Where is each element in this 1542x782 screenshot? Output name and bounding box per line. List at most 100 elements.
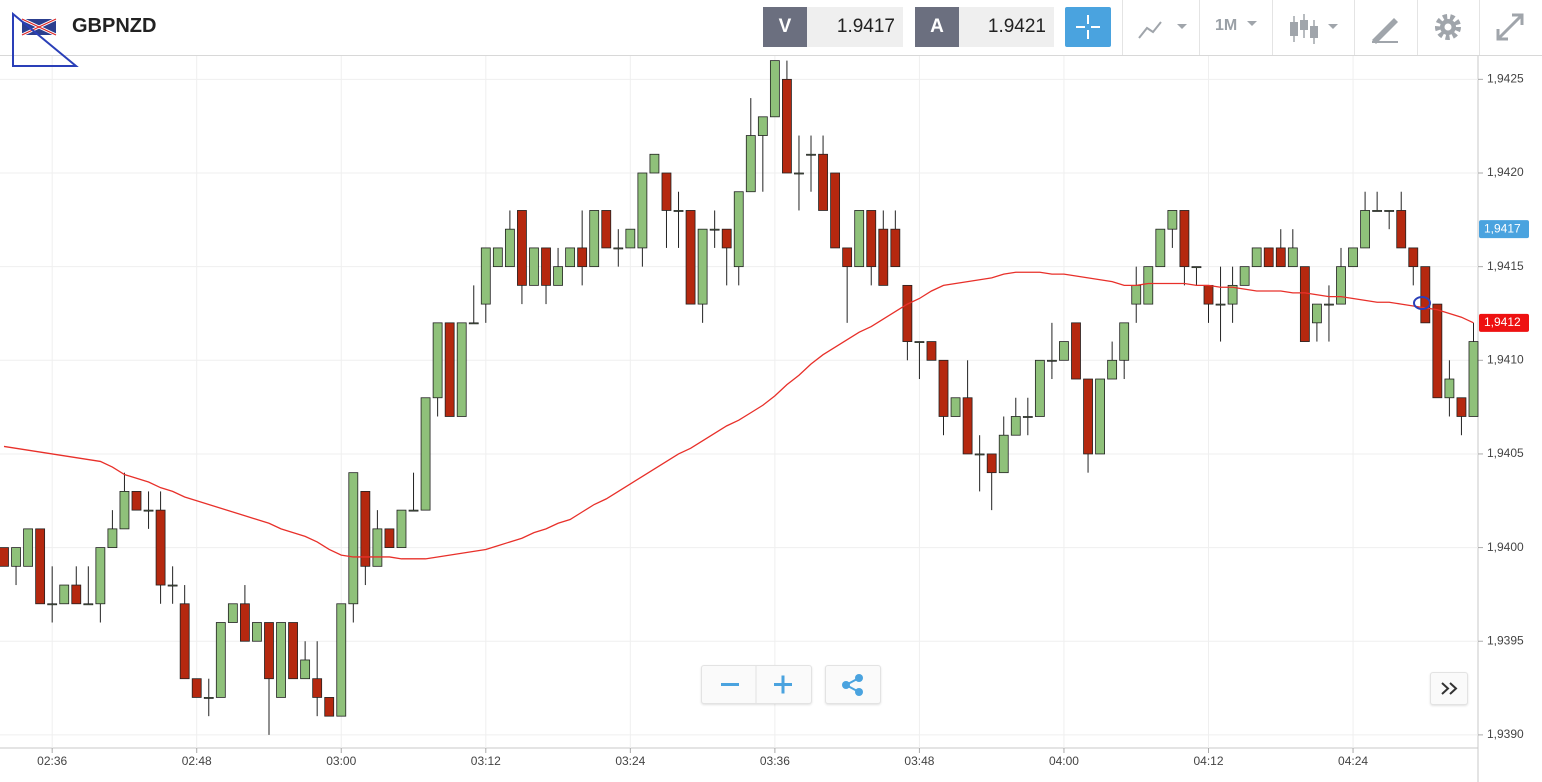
candle-body xyxy=(131,491,142,511)
candle-body xyxy=(444,322,455,417)
candle-body xyxy=(1384,210,1395,212)
candle-body xyxy=(1143,266,1154,305)
x-tick-label: 03:36 xyxy=(760,754,790,768)
candle-body xyxy=(565,247,576,268)
candle-body xyxy=(1396,210,1407,249)
price-tag xyxy=(1479,313,1529,332)
y-tick-label: 1,9390 xyxy=(1487,727,1524,741)
crosshair-button[interactable] xyxy=(1065,7,1111,47)
caret xyxy=(1177,24,1187,29)
candle-body xyxy=(962,397,973,455)
candle-body xyxy=(685,210,696,305)
candle-body xyxy=(107,528,118,548)
candle-body xyxy=(1360,210,1370,249)
x-tick-label: 04:12 xyxy=(1193,754,1223,768)
candle-body xyxy=(1059,341,1069,361)
candle-body xyxy=(95,547,106,605)
candle-body xyxy=(1179,210,1190,268)
candle-body xyxy=(938,359,949,417)
candle-body xyxy=(480,247,491,305)
candle-body xyxy=(782,78,792,174)
share-button[interactable] xyxy=(825,665,881,704)
candle-body xyxy=(950,397,961,417)
candle-body xyxy=(1444,378,1455,399)
buy-label[interactable]: A xyxy=(915,7,959,47)
candle-body xyxy=(167,584,178,587)
candle-body xyxy=(1312,303,1322,324)
y-tick-label: 1,9425 xyxy=(1487,72,1524,86)
candle-body xyxy=(492,247,503,268)
buy-price[interactable]: 1.9421 xyxy=(959,7,1054,47)
separator xyxy=(1417,0,1418,55)
fullscreen-button[interactable] xyxy=(1494,11,1528,45)
separator xyxy=(1354,0,1355,55)
candle-body xyxy=(300,659,311,680)
candle-body xyxy=(529,247,539,286)
symbol-icon xyxy=(12,11,79,67)
candle-body xyxy=(1167,210,1178,230)
candle-body xyxy=(902,284,913,342)
candle-body xyxy=(1372,210,1383,212)
candle-type-button[interactable] xyxy=(1288,12,1348,46)
draw-button[interactable] xyxy=(1368,12,1402,46)
candle-body xyxy=(589,210,600,268)
scroll-icon xyxy=(1441,682,1458,695)
candle-body xyxy=(1432,303,1443,399)
candle-body xyxy=(215,622,226,698)
y-tick-label: 1,9400 xyxy=(1487,540,1524,554)
candle-body xyxy=(1034,359,1045,417)
candle-body xyxy=(276,622,286,698)
candle-body xyxy=(974,453,985,456)
candle-body xyxy=(360,491,371,567)
candle-body xyxy=(1215,303,1226,306)
candle-body xyxy=(1083,378,1093,455)
caret xyxy=(1247,21,1257,26)
y-tick-label: 1,9405 xyxy=(1487,446,1524,460)
candle-body xyxy=(1107,359,1118,380)
timeframe[interactable]: 1M xyxy=(1215,17,1238,34)
x-tick-label: 03:24 xyxy=(615,754,645,768)
sell-label[interactable]: V xyxy=(763,7,807,47)
chart-type-button[interactable] xyxy=(1135,14,1195,44)
candle-body xyxy=(1095,378,1105,455)
candle-body xyxy=(601,210,612,249)
icon-body xyxy=(1310,26,1318,38)
settings-button[interactable] xyxy=(1432,11,1466,45)
candle-body xyxy=(23,528,33,567)
candle-body xyxy=(854,210,865,268)
candle-body xyxy=(432,322,443,399)
candle-body xyxy=(324,697,335,717)
price-tag-label: 1,9412 xyxy=(1484,315,1521,329)
crosshair-bg xyxy=(1065,7,1111,47)
candle-body xyxy=(1263,247,1274,268)
zoom-in[interactable] xyxy=(774,675,792,694)
candle-body xyxy=(336,603,347,717)
candle-body xyxy=(517,210,527,286)
y-tick-label: 1,9415 xyxy=(1487,259,1524,273)
candle-body xyxy=(1275,247,1286,268)
y-tick-label: 1,9395 xyxy=(1487,633,1524,647)
price-tag xyxy=(1479,220,1529,239)
symbol: GBPNZD xyxy=(72,15,157,37)
candle-body xyxy=(1227,284,1238,305)
candle-body xyxy=(384,528,395,548)
candle-body xyxy=(408,509,419,512)
candle-body xyxy=(47,603,58,606)
x-tick-label: 03:00 xyxy=(326,754,356,768)
candle-body xyxy=(625,228,636,249)
crosshair-icon xyxy=(1076,15,1100,39)
drawing-triangle xyxy=(12,11,79,67)
candle-body xyxy=(11,547,21,567)
sell-price[interactable]: 1.9417 xyxy=(807,7,903,47)
candles xyxy=(0,60,1479,735)
candle-body xyxy=(637,172,648,249)
candle-body xyxy=(1010,416,1021,436)
icon xyxy=(1496,13,1524,41)
flag-cross-red xyxy=(21,18,57,36)
candle-body xyxy=(1131,284,1142,305)
scroll-end-button[interactable] xyxy=(1430,672,1468,705)
candle-body xyxy=(673,210,684,212)
candle-body xyxy=(794,172,804,175)
candle-body xyxy=(1348,247,1358,268)
